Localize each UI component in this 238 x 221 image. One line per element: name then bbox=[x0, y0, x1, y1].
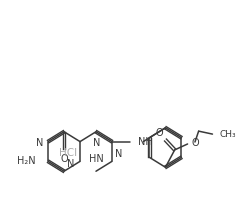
Text: N: N bbox=[36, 138, 44, 148]
Text: N: N bbox=[115, 149, 122, 159]
Text: N: N bbox=[93, 138, 101, 148]
Text: O: O bbox=[191, 138, 199, 148]
Text: O: O bbox=[60, 154, 68, 164]
Text: NH: NH bbox=[138, 137, 153, 147]
Text: N: N bbox=[67, 159, 74, 169]
Text: O: O bbox=[155, 128, 163, 138]
Text: H₂N: H₂N bbox=[17, 156, 35, 166]
Text: HCl: HCl bbox=[59, 148, 77, 158]
Text: CH₃: CH₃ bbox=[220, 130, 237, 139]
Text: HN: HN bbox=[89, 154, 103, 164]
